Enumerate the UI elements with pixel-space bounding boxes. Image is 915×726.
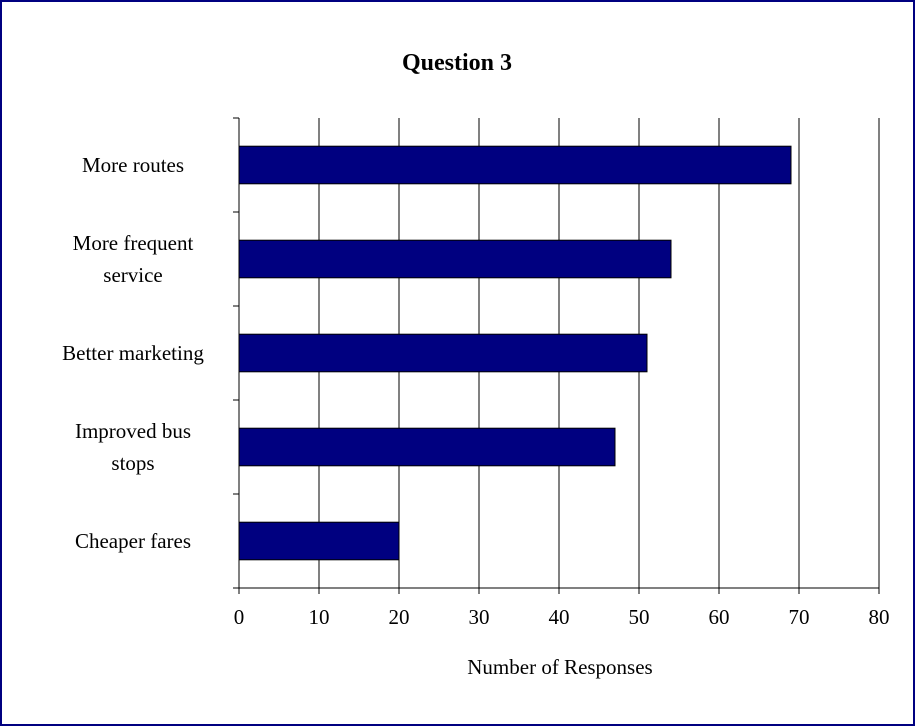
x-tick-label: 80 <box>869 605 890 629</box>
x-axis-title: Number of Responses <box>467 655 652 679</box>
x-tick-label: 40 <box>549 605 570 629</box>
x-tick-label: 10 <box>309 605 330 629</box>
bar <box>238 239 672 279</box>
chart-title: Question 3 <box>402 50 512 76</box>
category-labels: More routes More frequent service Better ma… <box>62 153 204 553</box>
bar <box>238 333 648 373</box>
x-tick-labels: 0 10 20 30 40 50 60 70 80 <box>234 605 890 629</box>
x-tick-label: 30 <box>469 605 490 629</box>
x-tick-label: 20 <box>389 605 410 629</box>
x-tick-label: 50 <box>629 605 650 629</box>
x-tick-label: 70 <box>789 605 810 629</box>
bar <box>238 145 792 185</box>
category-label: More frequent service <box>73 231 194 287</box>
category-label: Cheaper fares <box>75 529 191 553</box>
x-tick-label: 0 <box>234 605 245 629</box>
category-label: Improved bus stops <box>75 419 191 475</box>
bar <box>238 521 400 561</box>
x-tick-label: 60 <box>709 605 730 629</box>
bars <box>238 145 792 561</box>
category-label: More routes <box>82 153 184 177</box>
bar <box>238 427 616 467</box>
category-label: Better marketing <box>62 341 204 365</box>
